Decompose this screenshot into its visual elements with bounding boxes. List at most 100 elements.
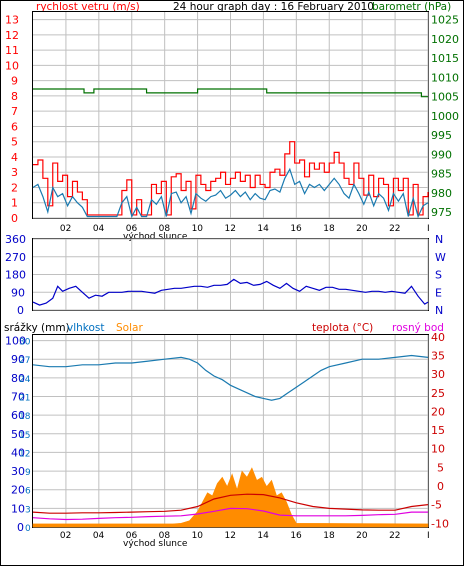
x-tick-label-top: 14 — [257, 224, 269, 234]
x-tick-label-bottom: 18 — [323, 531, 335, 541]
wind-axis-tick: 6 — [11, 120, 18, 133]
wind-axis-tick: 11 — [5, 44, 19, 57]
pressure-axis-tick: 995 — [431, 129, 452, 142]
rain-axis-tick: 40 — [11, 446, 25, 459]
x-tick-label-bottom: 20 — [356, 531, 368, 541]
x-tick-label-top: 04 — [93, 224, 105, 234]
wind-axis-tick: 2 — [11, 181, 18, 194]
temperature-label: teplota (°C) — [312, 322, 373, 334]
wind-axis-tick: 8 — [11, 90, 18, 103]
wind-axis-tick: 7 — [11, 105, 18, 118]
direction-letter: E — [435, 286, 442, 299]
sunrise-label-top: východ slunce — [123, 232, 188, 242]
x-tick-label-top: 02 — [60, 224, 71, 234]
x-tick-label-top: 12 — [225, 224, 236, 234]
x-tick-label-top: 06 — [126, 224, 138, 234]
direction-axis-tick: 180 — [5, 269, 26, 282]
pressure-axis-tick: 990 — [431, 148, 452, 161]
humidity-label: vlhkost — [67, 322, 105, 334]
x-tick-label-top: 20 — [356, 224, 368, 234]
x-tick-label-bottom: 12 — [225, 531, 236, 541]
solar-axis-tick: 9 — [25, 468, 31, 478]
sunrise-label-bottom: východ slunce — [123, 539, 188, 549]
rain-axis-tick: 70 — [11, 391, 25, 404]
x-tick-label-bottom: 16 — [290, 531, 302, 541]
rain-axis-tick: 10 — [11, 502, 25, 515]
solar-axis-tick: 24 — [19, 375, 31, 385]
rain-axis-tick: 50 — [11, 428, 25, 441]
x-tick-label-bottom: 22 — [389, 531, 400, 541]
solar-axis-tick: 27 — [19, 356, 30, 366]
wind-axis-tick: 0 — [11, 212, 18, 225]
pressure-axis-tick: 1025 — [431, 14, 459, 27]
x-tick-label-bottom: 04 — [93, 531, 105, 541]
pressure-axis-tick: 985 — [431, 168, 452, 181]
wind-axis-tick: 12 — [5, 29, 19, 42]
rain-axis-tick: 60 — [11, 409, 25, 422]
temperature-axis-tick: 10 — [431, 443, 445, 456]
wind-direction-line — [32, 278, 429, 306]
rain-axis-tick: 90 — [11, 353, 25, 366]
temperature-line — [32, 493, 429, 514]
solar-label: Solar — [116, 322, 143, 334]
temperature-axis-tick: 5 — [437, 461, 444, 474]
pressure-axis-tick: 975 — [431, 206, 452, 219]
wind-axis-tick: 13 — [5, 14, 19, 27]
solar-axis-tick: 6 — [25, 487, 31, 497]
direction-letter: N — [435, 233, 443, 246]
wind-axis-tick: 9 — [11, 75, 18, 88]
temperature-axis-tick: -10 — [431, 517, 449, 530]
temperature-axis-tick: 20 — [431, 405, 445, 418]
wind-axis-tick: 1 — [11, 197, 18, 210]
temperature-axis-tick: 0 — [437, 480, 444, 493]
temperature-axis-tick: -5 — [431, 499, 442, 512]
x-tick-label-bottom: 08 — [159, 531, 171, 541]
wind-axis-tick: 10 — [5, 59, 19, 72]
temperature-axis-tick: 25 — [431, 387, 445, 400]
x-tick-label-top: 16 — [290, 224, 302, 234]
dew-point-label: rosný bod — [392, 322, 444, 334]
temperature-axis-tick: 35 — [431, 350, 445, 363]
dew-point-line — [32, 507, 428, 521]
solar-axis-tick: 3 — [25, 505, 31, 515]
x-tick-label-bottom: 02 — [60, 531, 71, 541]
axis-labels: 0202040406060808101012121414161618182020… — [5, 14, 459, 541]
wind-average-line — [32, 167, 429, 219]
solar-axis-tick: 21 — [19, 394, 30, 404]
x-tick-label-top: 18 — [323, 224, 335, 234]
pressure-axis-tick: 1015 — [431, 52, 459, 65]
wind-label: rychlost vetru (m/s) — [36, 1, 140, 13]
x-tick-label-top: 22 — [389, 224, 400, 234]
wind-axis-tick: 3 — [11, 166, 18, 179]
rain-axis-tick: 30 — [11, 465, 25, 478]
direction-letter: W — [435, 251, 446, 264]
rain-label: srážky (mm) — [4, 322, 70, 334]
pressure-axis-tick: 980 — [431, 187, 452, 200]
solar-axis-tick: 18 — [19, 412, 31, 422]
x-tick-label-top: I — [427, 224, 430, 234]
grid-lines — [33, 12, 429, 528]
pressure-label: barometr (hPa) — [372, 1, 451, 13]
solar-axis-tick: 30 — [19, 338, 31, 348]
chart-title: 24 hour graph day : 16 February 2010 — [173, 1, 374, 13]
rain-axis-tick: 80 — [11, 372, 25, 385]
temperature-axis-tick: 40 — [431, 331, 445, 344]
temperature-axis-tick: 30 — [431, 368, 445, 381]
temperature-axis-tick: 15 — [431, 424, 445, 437]
x-tick-label-bottom: 06 — [126, 531, 138, 541]
rain-axis-tick: 20 — [11, 484, 25, 497]
wind-gust-line — [33, 141, 429, 216]
rain-axis-tick: 100 — [5, 335, 26, 348]
data-series — [32, 88, 429, 528]
x-tick-label-top: 08 — [159, 224, 171, 234]
pressure-axis-tick: 1010 — [431, 71, 459, 84]
pressure-axis-tick: 1020 — [431, 33, 459, 46]
rain-axis-tick: 0 — [17, 521, 24, 534]
direction-axis-tick: 360 — [5, 233, 26, 246]
pressure-axis-tick: 1000 — [431, 110, 459, 123]
wind-axis-tick: 4 — [11, 151, 18, 164]
direction-axis-tick: 270 — [5, 251, 26, 264]
direction-axis-tick: 90 — [11, 286, 25, 299]
